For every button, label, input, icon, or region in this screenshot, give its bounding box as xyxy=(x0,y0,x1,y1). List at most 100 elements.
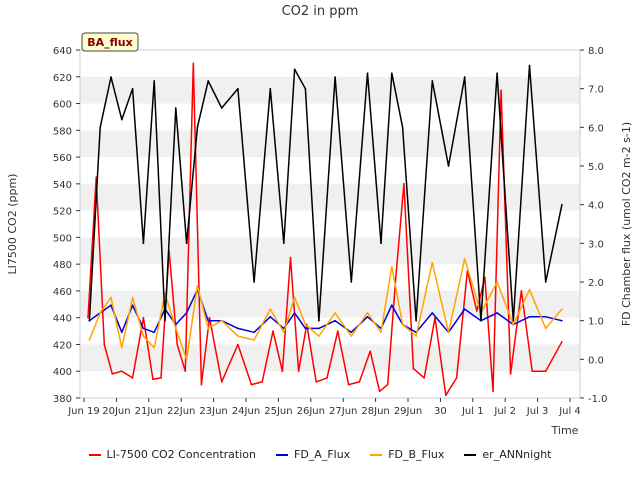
data-point xyxy=(207,327,209,330)
x-axis-label: Time xyxy=(551,424,579,437)
data-point xyxy=(304,323,307,326)
chart-title: CO2 in ppm xyxy=(282,4,359,19)
badge-text: BA_flux xyxy=(87,36,132,49)
data-point xyxy=(192,62,195,65)
data-point xyxy=(512,323,515,326)
data-point xyxy=(304,327,307,330)
data-point xyxy=(269,87,272,90)
data-point xyxy=(447,165,450,167)
x-tick-label: 22Jun xyxy=(167,406,195,417)
data-point xyxy=(153,80,155,82)
data-point xyxy=(131,304,134,307)
data-point xyxy=(99,312,101,314)
data-point xyxy=(121,370,123,373)
data-point xyxy=(253,281,255,283)
data-point xyxy=(463,308,466,310)
data-point xyxy=(496,312,498,314)
y-left-tick-label: 380 xyxy=(53,394,72,405)
x-tick-label: 23Jun xyxy=(199,406,227,417)
legend-label-co2: LI-7500 CO2 Concentration xyxy=(106,448,256,461)
legend-swatch-fd-b xyxy=(370,453,383,456)
legend-swatch-fd-a xyxy=(276,453,288,456)
data-point xyxy=(110,296,112,299)
data-point xyxy=(283,242,285,245)
data-point xyxy=(237,327,239,330)
data-point xyxy=(423,377,426,379)
y-right-tick-label: 3.0 xyxy=(588,239,604,250)
data-point xyxy=(531,370,533,373)
data-point xyxy=(281,370,284,373)
data-point xyxy=(401,323,404,326)
data-point xyxy=(269,316,272,318)
data-point xyxy=(463,76,466,78)
data-point xyxy=(220,381,223,383)
data-point xyxy=(196,126,199,129)
grid-band xyxy=(80,237,580,265)
series-line-fd-b-flux xyxy=(88,258,563,361)
x-tick-label: 21Jun xyxy=(135,406,163,417)
y-left-tick-label: 460 xyxy=(53,287,72,298)
data-point xyxy=(496,72,498,74)
data-point xyxy=(476,310,478,312)
data-point xyxy=(142,242,145,245)
data-point xyxy=(412,367,415,370)
data-point xyxy=(95,176,97,178)
data-point xyxy=(380,331,382,334)
data-point xyxy=(386,383,389,386)
data-point xyxy=(111,373,114,375)
data-point xyxy=(366,312,369,314)
data-point xyxy=(369,350,372,353)
data-point xyxy=(318,319,320,322)
data-point xyxy=(561,341,563,343)
data-point xyxy=(415,335,417,337)
data-point xyxy=(431,261,434,264)
data-point xyxy=(431,312,434,314)
data-point xyxy=(131,296,134,299)
y-left-tick-label: 580 xyxy=(53,126,72,137)
y-right-tick-label: 1.0 xyxy=(588,317,604,328)
series-layer xyxy=(87,62,563,397)
data-point xyxy=(492,390,494,393)
y-right-tick-label: 7.0 xyxy=(588,85,604,96)
data-point xyxy=(261,381,264,383)
y-right-tick-label: 2.0 xyxy=(588,278,604,289)
data-point xyxy=(337,330,339,332)
grid-band xyxy=(80,183,580,211)
data-point xyxy=(366,316,369,318)
series-line-er-annnight xyxy=(88,64,563,322)
y-left-tick-label: 480 xyxy=(53,260,72,271)
data-point xyxy=(220,319,223,322)
data-point xyxy=(326,377,328,379)
x-tick-label: 27Jun xyxy=(329,406,357,417)
data-point xyxy=(528,316,531,318)
y-right-tick-label: -1.0 xyxy=(588,394,608,405)
data-point xyxy=(164,319,166,322)
legend-label-fd-a: FD_A_Flux xyxy=(294,448,351,461)
data-point xyxy=(380,242,382,245)
data-point xyxy=(250,383,253,386)
data-point xyxy=(88,339,91,341)
y-left-tick-label: 420 xyxy=(53,340,72,351)
data-point xyxy=(121,346,123,349)
data-point xyxy=(184,370,187,373)
data-point xyxy=(99,126,101,129)
data-point xyxy=(283,331,285,334)
data-point xyxy=(395,276,397,279)
y-right-tick-label: 4.0 xyxy=(588,201,604,212)
legend-swatch-co2 xyxy=(88,453,101,456)
y-left-tick-label: 640 xyxy=(53,46,72,57)
data-point xyxy=(334,76,336,78)
data-point xyxy=(121,118,123,121)
data-point xyxy=(415,319,417,322)
legend-item-fd-b: FD_B_Flux xyxy=(370,448,444,461)
data-point xyxy=(237,87,239,90)
data-point xyxy=(185,312,188,314)
legend-label-er-ann: er_ANNnight xyxy=(482,448,552,461)
y-left-tick-label: 560 xyxy=(53,153,72,164)
data-point xyxy=(207,80,209,82)
data-point xyxy=(293,296,296,299)
data-point xyxy=(447,331,450,334)
y-right-tick-label: 5.0 xyxy=(588,162,604,173)
data-point xyxy=(350,281,353,283)
